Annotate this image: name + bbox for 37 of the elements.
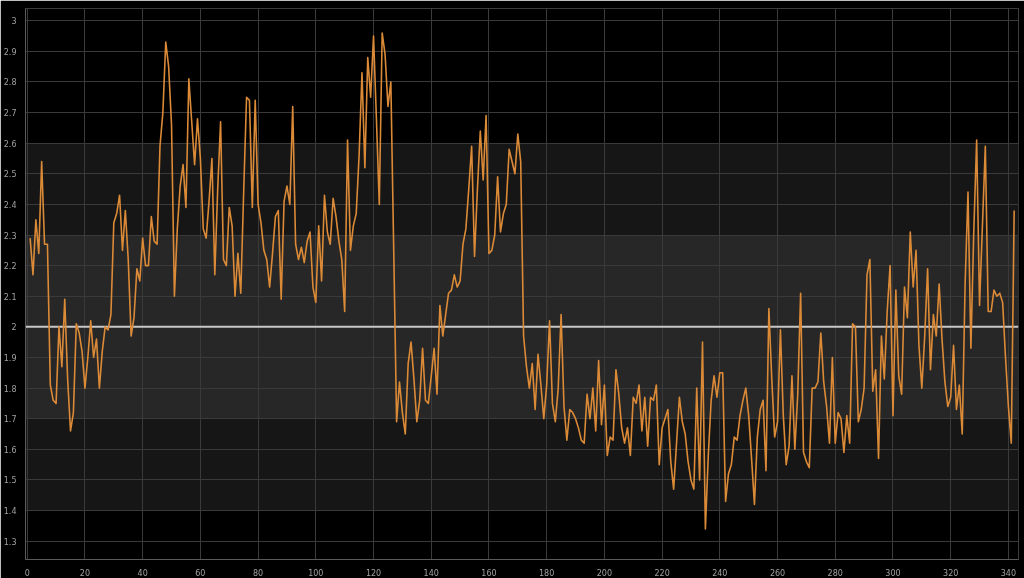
x-tick-label: 240 [712,568,728,578]
x-tick-label: 0 [24,568,30,578]
y-tick-label: 2.7 [3,109,17,119]
y-tick-label: 2.2 [3,262,17,272]
x-tick-label: 100 [308,568,324,578]
y-tick-label: 2.1 [3,292,17,302]
y-tick-label: 1.6 [3,445,17,455]
y-tick-label: 1.5 [3,476,17,486]
x-tick-label: 220 [654,568,670,578]
x-tick-label: 200 [596,568,613,578]
x-tick-label: 120 [365,568,382,578]
y-tick-label: 2.3 [3,231,17,241]
y-tick-label: 2.5 [3,170,17,180]
x-tick-label: 60 [195,568,206,578]
y-tick-label: 1.3 [3,537,17,547]
x-tick-label: 80 [253,568,264,578]
y-tick-label: 1.4 [3,507,17,517]
y-tick-label: 2 [11,323,17,333]
x-tick-label: 20 [79,568,91,578]
x-tick-label: 140 [423,568,439,578]
x-tick-label: 320 [943,568,959,578]
line-series [29,32,1015,530]
y-tick-label: 2.8 [3,78,17,88]
y-tick-label: 1.7 [3,415,17,425]
x-tick-label: 300 [885,568,901,578]
y-tick-label: 3 [11,17,17,27]
y-tick-label: 2.9 [3,47,17,57]
x-tick-label: 160 [481,568,497,578]
y-tick-label: 1.8 [3,384,17,394]
y-tick-label: 2.4 [3,200,17,210]
x-tick-label: 40 [137,568,148,578]
x-tick-label: 340 [1000,568,1017,578]
x-tick-label: 280 [827,568,843,578]
x-tick-label: 260 [769,568,786,578]
y-tick-label: 1.9 [3,353,17,363]
x-tick-label: 180 [539,568,555,578]
y-tick-label: 2.6 [3,139,17,149]
